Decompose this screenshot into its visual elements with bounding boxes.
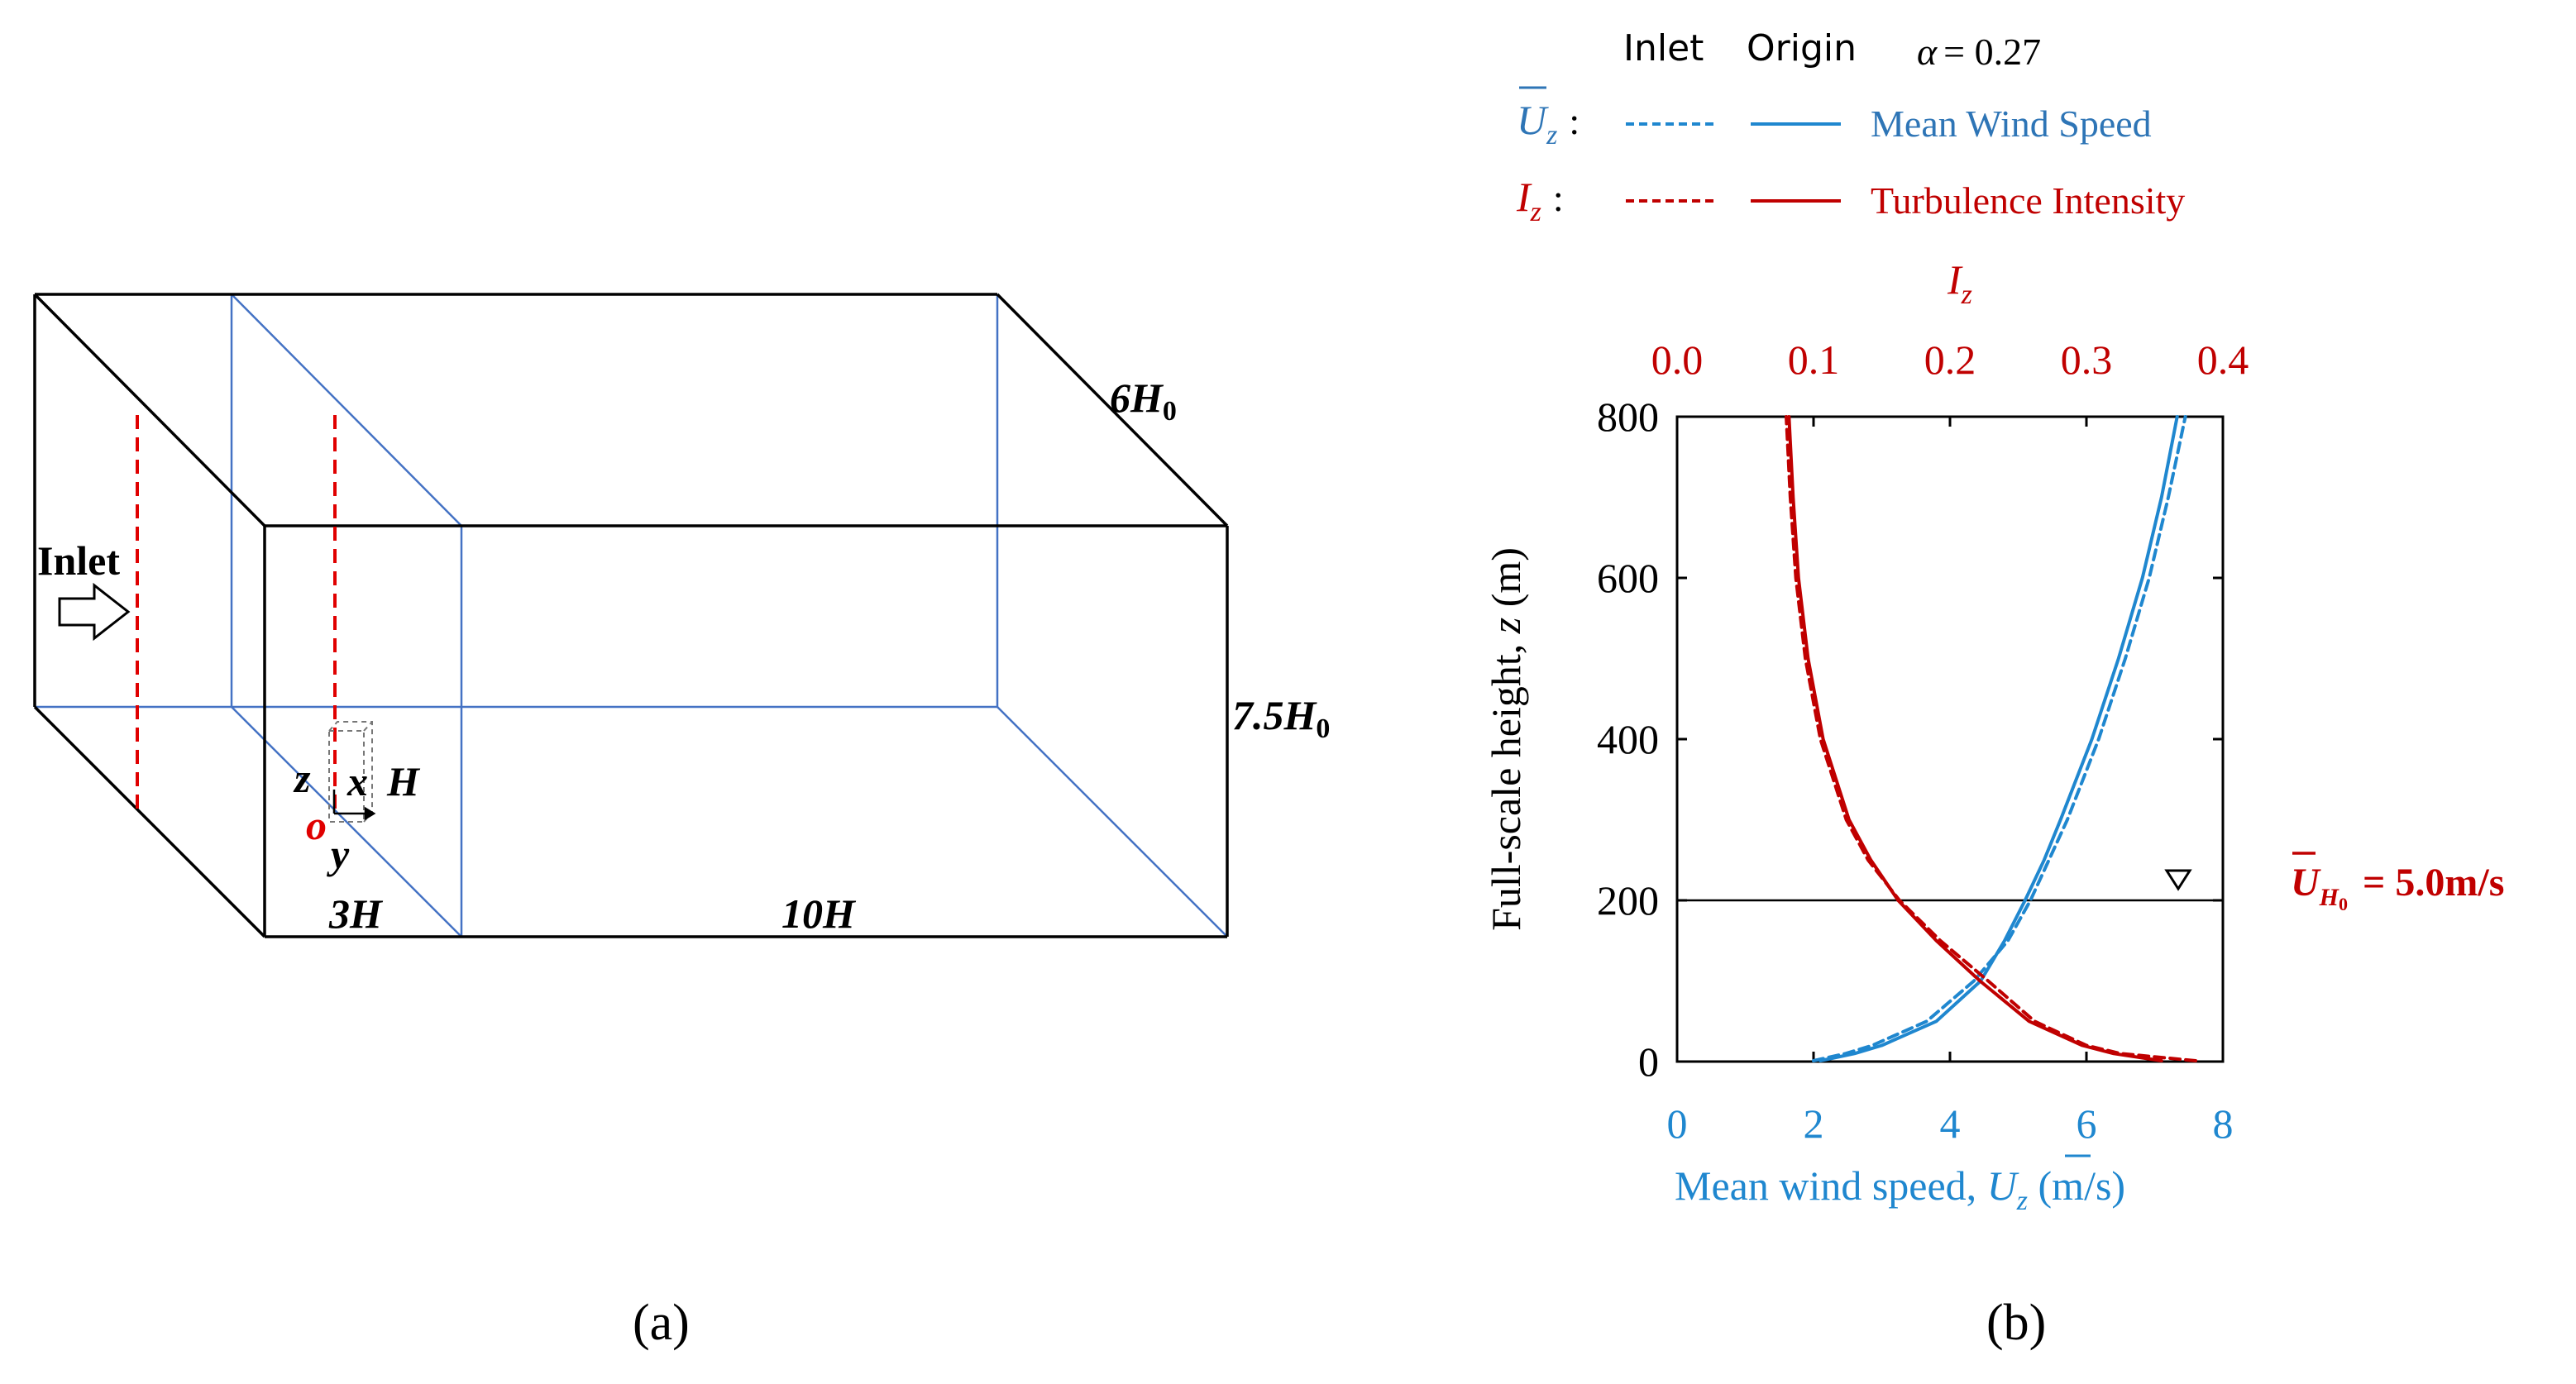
domain-diagram: Inlet 6H0 7.5H0 3H 10H z x H y o (a) [33,293,1330,1351]
y-tick-label: 200 [1597,877,1659,923]
legend-i-desc: Turbulence Intensity [1871,179,2185,222]
y-tick-label: 0 [1638,1038,1659,1085]
top-tick-label: 0.0 [1651,336,1704,383]
y-axis-label: Full-scale height, z (m) [1483,547,1529,931]
inlet-arrow-icon [58,582,131,642]
legend-u-desc: Mean Wind Speed [1871,103,2152,145]
bottom-axis-label: Mean wind speed, Uz (m/s) [1675,1162,2125,1216]
building-plane [35,293,1228,938]
top-axis-label: Iz [1947,256,1972,310]
top-tick-label: 0.2 [1924,336,1976,383]
y-tick-label: 600 [1597,555,1659,601]
top-tick-label: 0.4 [2197,336,2249,383]
building-outline [328,721,373,823]
turbulence-inlet-curve [1785,415,2197,1062]
bottom-tick-label: 0 [1667,1100,1688,1147]
bottom-tick-label: 4 [1940,1100,1961,1147]
reference-speed-label: UH0 = 5.0m/s [2291,861,2504,914]
bottom-tick-label: 6 [2077,1100,2097,1147]
legend-u-symbol: Uz: [1517,97,1580,150]
plot-frame [1675,415,2225,1063]
panel-label-a: (a) [633,1295,690,1351]
top-tick-label: 0.3 [2061,336,2113,383]
legend-alpha: α = 0.27 [1917,31,2041,73]
top-tick-label: 0.1 [1788,336,1840,383]
domain-box [33,293,1229,938]
bottom-axis-ticks: 0 2 4 6 8 [1667,1052,2234,1147]
inlet-label: Inlet [37,537,120,584]
top-axis-ticks: 0.0 0.1 0.2 0.3 0.4 [1651,336,2249,427]
wind-speed-origin-curve [1818,415,2179,1062]
height-dimension: 7.5H0 [1232,692,1330,744]
y-tick-label: 800 [1597,394,1659,440]
legend-header-origin: Origin [1747,27,1857,69]
axis-z-label: z [293,755,311,801]
origin-label: o [306,802,327,848]
y-axis-ticks: 0 200 400 600 800 [1597,394,2223,1085]
upstream-dimension: 3H [328,890,384,937]
width-dimension: 6H0 [1110,375,1177,427]
legend-header-inlet: Inlet [1623,27,1704,69]
legend-i-symbol: Iz: [1516,174,1564,227]
coordinate-axes [332,790,376,821]
building-height-label: H [386,758,421,804]
bottom-tick-label: 2 [1804,1100,1824,1147]
panel-label-b: (b) [1986,1295,2046,1351]
series-layer [1785,415,2197,1062]
axis-y-label: y [327,831,350,877]
y-tick-label: 400 [1597,716,1659,762]
turbulence-origin-curve [1787,415,2163,1062]
reference-height-marker [2164,869,2192,891]
downstream-dimension: 10H [781,890,857,937]
chart-legend: Inlet Origin α = 0.27 Uz: Mean Wind Speed… [1516,27,2185,227]
axis-x-label: x [346,758,368,804]
bottom-tick-label: 8 [2213,1100,2234,1147]
profile-chart: Inlet Origin α = 0.27 Uz: Mean Wind Speed… [1483,27,2504,1351]
wind-speed-inlet-curve [1812,415,2187,1062]
